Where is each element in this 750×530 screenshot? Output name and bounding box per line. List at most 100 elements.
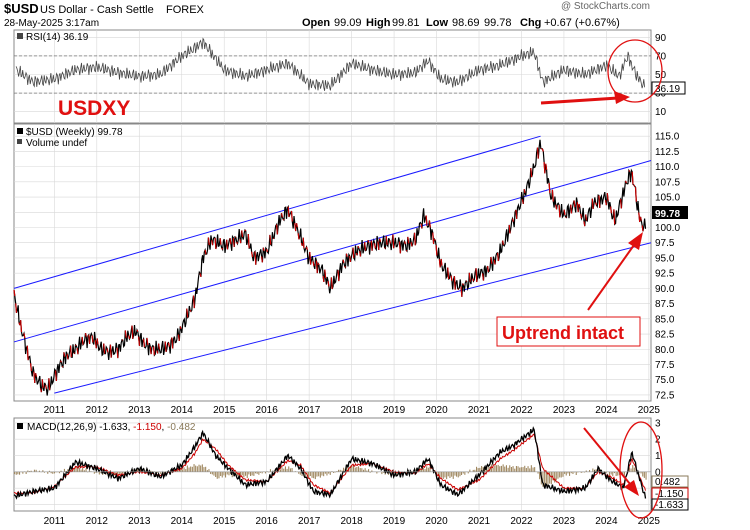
open-label: Open bbox=[302, 17, 330, 29]
x-tick-label-price: 2025 bbox=[638, 405, 661, 416]
macd-hist-bar bbox=[33, 469, 35, 472]
macd-hist-bar bbox=[253, 471, 255, 476]
price-down-segment bbox=[598, 195, 601, 209]
macd-hist-bar bbox=[216, 471, 218, 479]
macd-hist-bar bbox=[517, 466, 519, 472]
macd-hist-bar bbox=[246, 471, 248, 478]
macd-hist-bar bbox=[98, 471, 100, 475]
high-label: High bbox=[366, 17, 391, 29]
price-down-segment bbox=[432, 232, 435, 245]
macd-hist-bar bbox=[323, 471, 325, 477]
macd-hist-bar bbox=[288, 466, 290, 472]
price-down-segment bbox=[309, 251, 312, 265]
price-down-segment bbox=[472, 278, 475, 282]
macd-hist-bar bbox=[522, 467, 524, 472]
macd-hist-bar bbox=[299, 471, 301, 475]
macd-hist-bar bbox=[603, 471, 605, 472]
macd-hist-bar bbox=[53, 471, 55, 474]
macd-hist-bar bbox=[343, 467, 345, 472]
macd-hist-bar bbox=[198, 464, 200, 472]
macd-hist-bar bbox=[575, 471, 577, 475]
price-down-segment bbox=[207, 237, 210, 246]
x-tick-label-macd: 2012 bbox=[86, 516, 109, 527]
price-down-segment bbox=[294, 223, 297, 232]
rsi-line bbox=[15, 37, 645, 91]
price-down-segment bbox=[247, 233, 250, 249]
macd-legend-prefix: MACD(12,26,9) bbox=[27, 422, 96, 433]
macd-hist-bar bbox=[560, 471, 562, 478]
macd-hist-bar bbox=[366, 470, 368, 472]
macd-hist-bar bbox=[564, 471, 566, 474]
price-down-segment bbox=[158, 343, 160, 350]
price-down-segment bbox=[536, 147, 539, 159]
macd-hist-bar bbox=[50, 471, 52, 474]
price-down-segment bbox=[149, 346, 152, 355]
price-down-segment bbox=[13, 289, 16, 297]
uptrend-box bbox=[496, 316, 641, 347]
macd-hist-bar bbox=[80, 469, 82, 472]
usdxy-title: USDXY bbox=[58, 97, 130, 120]
price-down-segment bbox=[40, 388, 42, 393]
low-value: 98.69 bbox=[452, 17, 480, 29]
macd-hist-bar bbox=[117, 471, 119, 475]
price-tick-label: 110.0 bbox=[655, 162, 680, 173]
macd-hist-bar bbox=[67, 469, 69, 472]
price-down-segment bbox=[407, 236, 410, 244]
price-down-segment bbox=[349, 255, 352, 262]
price-down-segment bbox=[262, 247, 265, 252]
chg-label: Chg bbox=[520, 17, 541, 29]
macd-hist-bar bbox=[25, 471, 27, 474]
macd-hist-bar bbox=[289, 468, 291, 472]
price-down-segment bbox=[290, 210, 293, 222]
macd-hist-bar bbox=[281, 467, 283, 472]
rsi-arrow bbox=[540, 96, 619, 105]
macd-hist-bar bbox=[186, 465, 188, 472]
price-down-segment bbox=[641, 225, 644, 232]
price-down-segment bbox=[573, 200, 576, 208]
x-tick-label-price: 2013 bbox=[128, 405, 151, 416]
macd-hist-bar bbox=[499, 466, 501, 472]
price-down-segment bbox=[447, 267, 450, 280]
macd-hist-bar bbox=[48, 470, 50, 472]
price-down-segment bbox=[131, 325, 134, 339]
x-tick-label-price: 2016 bbox=[256, 405, 279, 416]
price-down-segment bbox=[287, 206, 290, 217]
price-tick-label: 115.0 bbox=[655, 132, 680, 143]
price-tick-label: 112.5 bbox=[655, 147, 680, 158]
price-down-segment bbox=[352, 247, 355, 258]
price-down-segment bbox=[254, 251, 257, 265]
macd-hist-bar bbox=[441, 471, 443, 478]
macd-hist-bar bbox=[356, 467, 358, 472]
macd-hist-bar bbox=[514, 468, 516, 472]
macd-hist-bar bbox=[494, 465, 496, 472]
chg-value: +0.67 (+0.67%) bbox=[544, 17, 620, 29]
x-tick-label-macd: 2021 bbox=[468, 516, 491, 527]
macd-hist-bar bbox=[188, 467, 190, 472]
rsi-tick-label: 50 bbox=[655, 70, 667, 81]
price-down-segment bbox=[508, 224, 511, 234]
macd-hist-bar bbox=[331, 471, 333, 472]
price-down-segment bbox=[164, 341, 167, 352]
macd-hist-bar bbox=[314, 471, 316, 480]
macd-hist-bar bbox=[457, 471, 459, 478]
price-down-segment bbox=[530, 168, 533, 178]
price-down-segment bbox=[460, 286, 463, 297]
macd-hist-bar bbox=[333, 471, 335, 473]
macd-hist-bar bbox=[38, 470, 40, 472]
macd-hist-bar bbox=[22, 471, 24, 474]
price-down-segment bbox=[490, 256, 493, 264]
macd-hist-bar bbox=[456, 471, 458, 477]
macd-hist-bar bbox=[580, 471, 582, 473]
price-tick-label: 85.0 bbox=[655, 314, 675, 325]
macd-hist-bar bbox=[422, 467, 424, 472]
price-down-segment bbox=[229, 238, 232, 245]
price-down-segment bbox=[106, 348, 109, 353]
macd-hist-bar bbox=[88, 470, 90, 472]
chart-date: 28-May-2025 3:17am bbox=[4, 18, 99, 29]
price-down-segment bbox=[595, 202, 598, 206]
price-down-segment bbox=[345, 253, 348, 258]
price-down-segment bbox=[583, 221, 586, 227]
price-down-segment bbox=[570, 204, 573, 214]
macd-signal-line bbox=[13, 433, 646, 496]
macd-hist-bar bbox=[318, 471, 320, 477]
